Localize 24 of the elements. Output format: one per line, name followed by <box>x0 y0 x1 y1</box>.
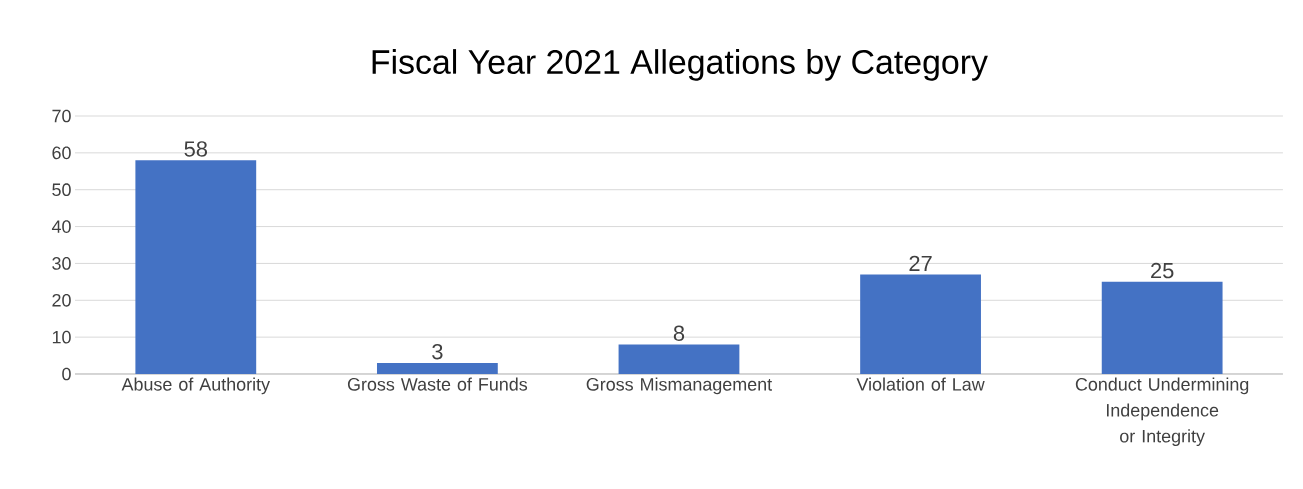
data-label: 3 <box>432 343 443 360</box>
bar <box>376 362 498 374</box>
y-tick-label: 20 <box>52 293 71 307</box>
x-tick-label: Gross Waste of Funds <box>347 377 528 391</box>
bar <box>860 274 981 374</box>
x-tick-label: Violation of Law <box>856 377 985 391</box>
y-tick-label: 50 <box>52 183 71 197</box>
bar <box>1101 281 1223 374</box>
data-label: 27 <box>909 255 932 271</box>
bar <box>618 344 740 374</box>
bar <box>135 160 257 374</box>
chart-title: Fiscal Year 2021 Allegations by Category <box>372 49 988 81</box>
x-tick-label: Conduct Undermining Independence or Integrity <box>1075 377 1249 447</box>
y-tick-label: 10 <box>52 330 71 344</box>
y-tick-label: 30 <box>52 257 71 270</box>
data-label: 25 <box>1151 262 1174 279</box>
y-tick-label: 60 <box>52 146 71 160</box>
x-tick-label: Abuse of Authority <box>121 377 271 395</box>
y-tick-label: 70 <box>52 109 71 123</box>
data-label: 8 <box>673 325 685 341</box>
y-tick-label: 40 <box>51 220 71 233</box>
y-tick-label: 0 <box>62 367 71 381</box>
x-tick-label: Gross Mismanagement <box>586 377 773 395</box>
data-label: 58 <box>184 141 208 157</box>
